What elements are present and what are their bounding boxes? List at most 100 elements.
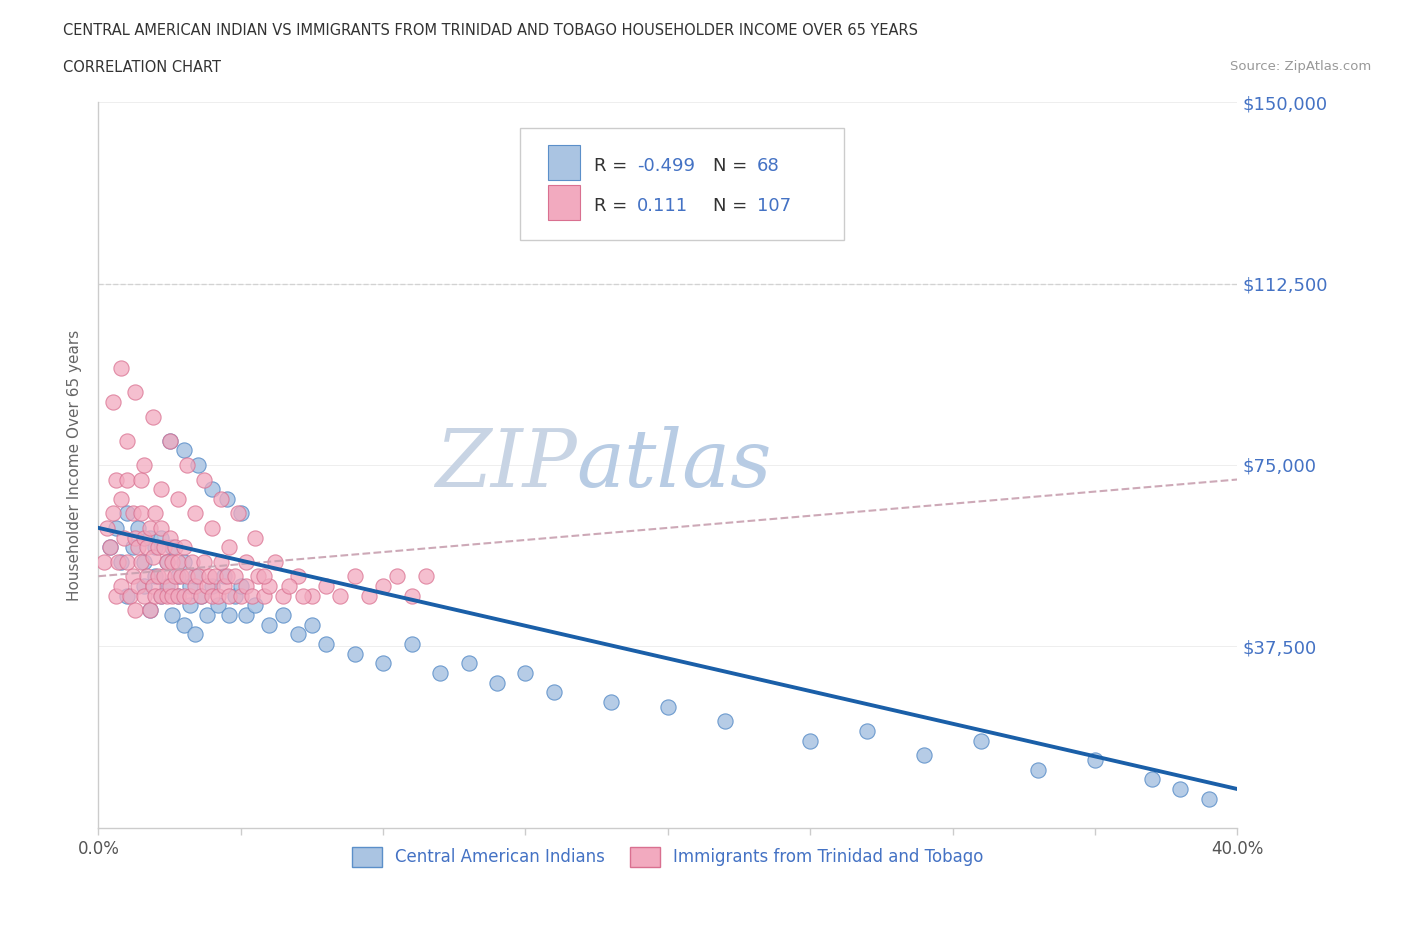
Point	[156, 554, 179, 569]
Text: ZIP: ZIP	[434, 426, 576, 504]
Point	[165, 539, 187, 554]
Point	[145, 588, 167, 603]
Point	[457, 656, 479, 671]
Point	[132, 578, 155, 593]
Point	[193, 472, 215, 487]
Point	[195, 578, 218, 593]
Point	[229, 506, 252, 521]
Point	[176, 569, 198, 584]
Point	[156, 588, 179, 603]
Point	[110, 578, 132, 593]
Point	[162, 539, 184, 554]
Point	[373, 656, 395, 671]
Point	[970, 733, 993, 748]
Point	[195, 607, 218, 622]
Point	[201, 578, 224, 593]
Point	[184, 627, 207, 642]
Point	[124, 385, 146, 400]
Point	[215, 569, 238, 584]
Point	[167, 569, 190, 584]
Point	[193, 554, 215, 569]
Point	[600, 695, 623, 710]
Point	[387, 569, 409, 584]
Point	[1198, 791, 1220, 806]
Point	[148, 539, 170, 554]
Point	[159, 433, 181, 448]
Point	[515, 666, 537, 681]
Point	[1084, 752, 1107, 767]
Point	[176, 458, 198, 472]
Point	[292, 588, 315, 603]
Point	[415, 569, 437, 584]
Text: Source: ZipAtlas.com: Source: ZipAtlas.com	[1230, 60, 1371, 73]
Point	[343, 646, 366, 661]
Point	[173, 443, 195, 458]
Text: R =: R =	[593, 196, 627, 215]
Point	[141, 578, 163, 593]
Point	[129, 472, 152, 487]
Point	[138, 530, 160, 545]
Point	[127, 521, 149, 536]
Point	[543, 684, 565, 699]
Point	[343, 569, 366, 584]
Point	[179, 578, 201, 593]
Point	[104, 472, 127, 487]
Point	[138, 521, 160, 536]
Point	[98, 539, 121, 554]
Point	[799, 733, 821, 748]
Point	[190, 588, 212, 603]
Point	[224, 569, 246, 584]
Point	[167, 588, 190, 603]
Point	[167, 491, 190, 506]
Point	[110, 491, 132, 506]
Point	[212, 569, 235, 584]
Point	[212, 578, 235, 593]
Point	[240, 588, 263, 603]
FancyBboxPatch shape	[520, 127, 845, 240]
Point	[401, 636, 423, 651]
Point	[190, 588, 212, 603]
Point	[198, 569, 221, 584]
Point	[243, 598, 266, 613]
Point	[156, 578, 179, 593]
Point	[252, 569, 274, 584]
Point	[173, 554, 195, 569]
Point	[301, 588, 323, 603]
Point	[132, 458, 155, 472]
Text: atlas: atlas	[576, 426, 772, 504]
Point	[486, 675, 509, 690]
Point	[162, 588, 184, 603]
Point	[226, 506, 249, 521]
Point	[150, 588, 173, 603]
Point	[156, 554, 179, 569]
Point	[159, 530, 181, 545]
Point	[252, 588, 274, 603]
Point	[179, 588, 201, 603]
Point	[115, 472, 138, 487]
Point	[150, 521, 173, 536]
Point	[357, 588, 380, 603]
Point	[856, 724, 879, 738]
Point	[215, 491, 238, 506]
Point	[98, 539, 121, 554]
Point	[138, 603, 160, 618]
Point	[124, 603, 146, 618]
Text: N =: N =	[713, 196, 748, 215]
Point	[278, 578, 301, 593]
Point	[201, 588, 224, 603]
Point	[93, 554, 115, 569]
Point	[273, 607, 295, 622]
Point	[229, 588, 252, 603]
Point	[127, 578, 149, 593]
Point	[141, 550, 163, 565]
Point	[329, 588, 352, 603]
Point	[259, 618, 281, 632]
Point	[224, 588, 246, 603]
Point	[264, 554, 287, 569]
Point	[235, 554, 257, 569]
Point	[115, 506, 138, 521]
Point	[121, 539, 143, 554]
Point	[107, 554, 129, 569]
Point	[184, 506, 207, 521]
Point	[218, 539, 240, 554]
